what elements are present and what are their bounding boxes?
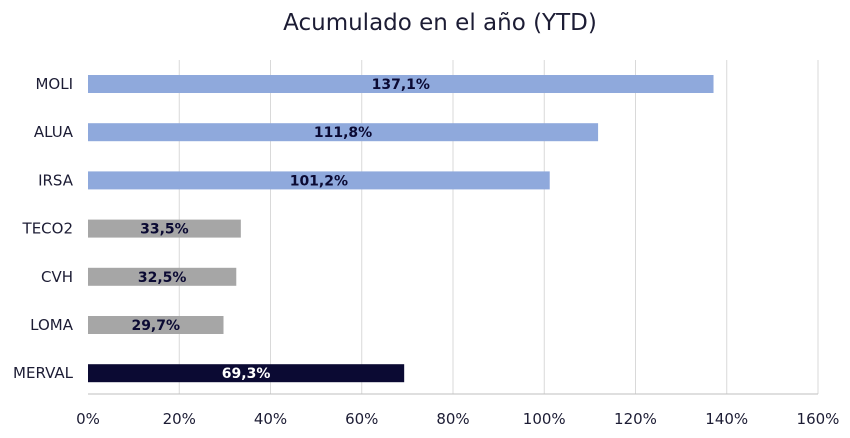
bars: MOLI 137,1% ALUA 111,8% IRSA 101,2% TECO2 33,5%…: [13, 75, 714, 383]
bar: [88, 123, 599, 142]
bar: [88, 75, 714, 93]
bar: [88, 364, 405, 383]
x-axis: 0% 20% 40% 60% 80% 100% 120% 140% 160%: [76, 393, 840, 428]
x-tick-label: 160%: [797, 410, 840, 428]
data-label: 32,5%: [138, 270, 187, 286]
chart-title: Acumulado en el año (YTD): [283, 10, 597, 36]
x-tick-label: 80%: [436, 410, 469, 428]
x-tick-label: 20%: [163, 410, 196, 428]
x-tick-label: 140%: [705, 410, 748, 428]
bar: [88, 316, 224, 334]
gridlines: [178, 60, 819, 394]
x-tick-label: 0%: [76, 410, 100, 428]
x-tick-label: 120%: [614, 410, 657, 428]
category-label: ALUA: [34, 123, 74, 141]
category-label: MOLI: [35, 75, 73, 93]
x-tick-label: 40%: [254, 410, 287, 428]
bar: [88, 219, 241, 238]
data-label: 29,7%: [131, 318, 180, 334]
category-label: MERVAL: [13, 364, 74, 382]
data-label: 137,1%: [372, 77, 430, 93]
data-label: 33,5%: [140, 222, 189, 238]
bar: [88, 267, 237, 286]
x-tick-label: 60%: [345, 410, 378, 428]
category-label: IRSA: [38, 171, 74, 189]
category-label: CVH: [41, 268, 73, 286]
x-tick-label: 100%: [523, 410, 566, 428]
category-label: TECO2: [22, 220, 73, 238]
data-label: 101,2%: [290, 173, 348, 189]
bar: [88, 171, 550, 190]
data-label: 69,3%: [222, 366, 271, 382]
category-label: LOMA: [30, 316, 74, 334]
data-label: 111,8%: [314, 125, 372, 141]
